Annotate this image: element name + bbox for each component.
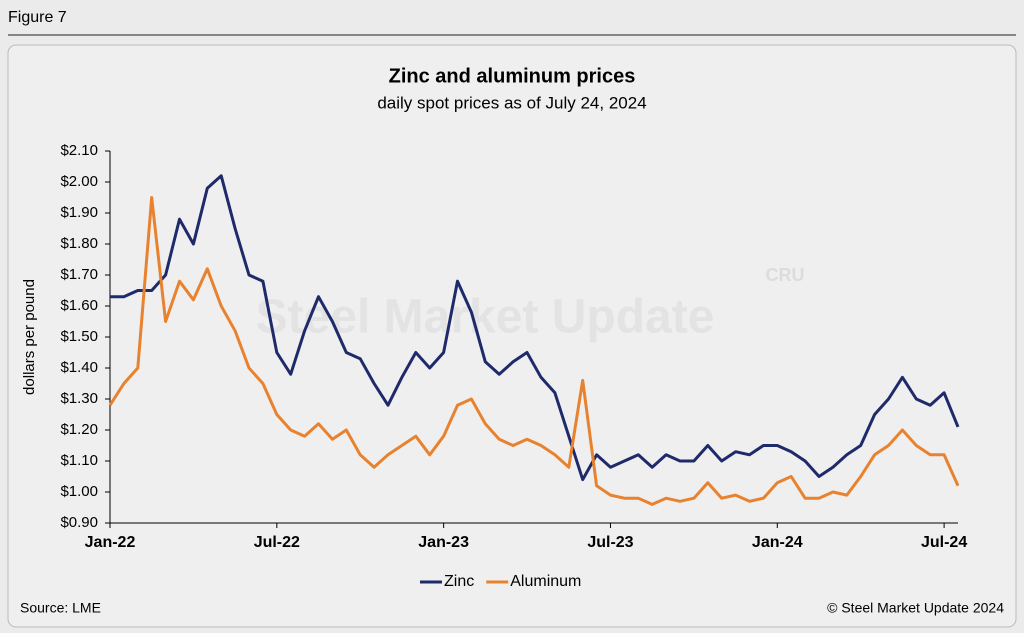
- y-tick-label: $1.00: [60, 483, 98, 500]
- y-tick-label: $0.90: [60, 514, 98, 531]
- x-tick-label: Jan-23: [418, 534, 469, 551]
- y-tick-label: $2.00: [60, 173, 98, 190]
- y-tick-label: $1.80: [60, 235, 98, 252]
- watermark: Steel Market Update: [256, 291, 715, 344]
- series-line: [108, 196, 960, 506]
- series-line: [110, 174, 960, 482]
- y-tick-label: $1.90: [60, 204, 98, 221]
- legend-label: Zinc: [444, 573, 474, 590]
- y-tick-label: $1.10: [60, 452, 98, 469]
- y-tick-label: $1.30: [60, 390, 98, 407]
- legend-label: Aluminum: [510, 573, 581, 590]
- copyright: © Steel Market Update 2024: [827, 600, 1004, 616]
- y-tick-label: $1.50: [60, 328, 98, 345]
- chart-title: Zinc and aluminum prices: [389, 65, 636, 87]
- y-tick-label: $1.40: [60, 359, 98, 376]
- y-tick-label: $1.60: [60, 297, 98, 314]
- y-tick-label: $1.20: [60, 421, 98, 438]
- y-tick-label: $2.10: [60, 142, 98, 159]
- chart-subtitle: daily spot prices as of July 24, 2024: [377, 93, 646, 112]
- figure-label: Figure 7: [8, 9, 67, 26]
- x-tick-label: Jul-22: [254, 534, 300, 551]
- x-tick-label: Jul-23: [587, 534, 633, 551]
- chart-panel: [7, 44, 1017, 628]
- y-tick-label: $1.70: [60, 266, 98, 283]
- y-axis-label: dollars per pound: [21, 279, 38, 395]
- x-tick-label: Jan-24: [752, 534, 803, 551]
- x-tick-label: Jan-22: [85, 534, 136, 551]
- source: Source: LME: [20, 600, 101, 616]
- watermark-logo: CRU: [766, 265, 805, 285]
- x-tick-label: Jul-24: [921, 534, 967, 551]
